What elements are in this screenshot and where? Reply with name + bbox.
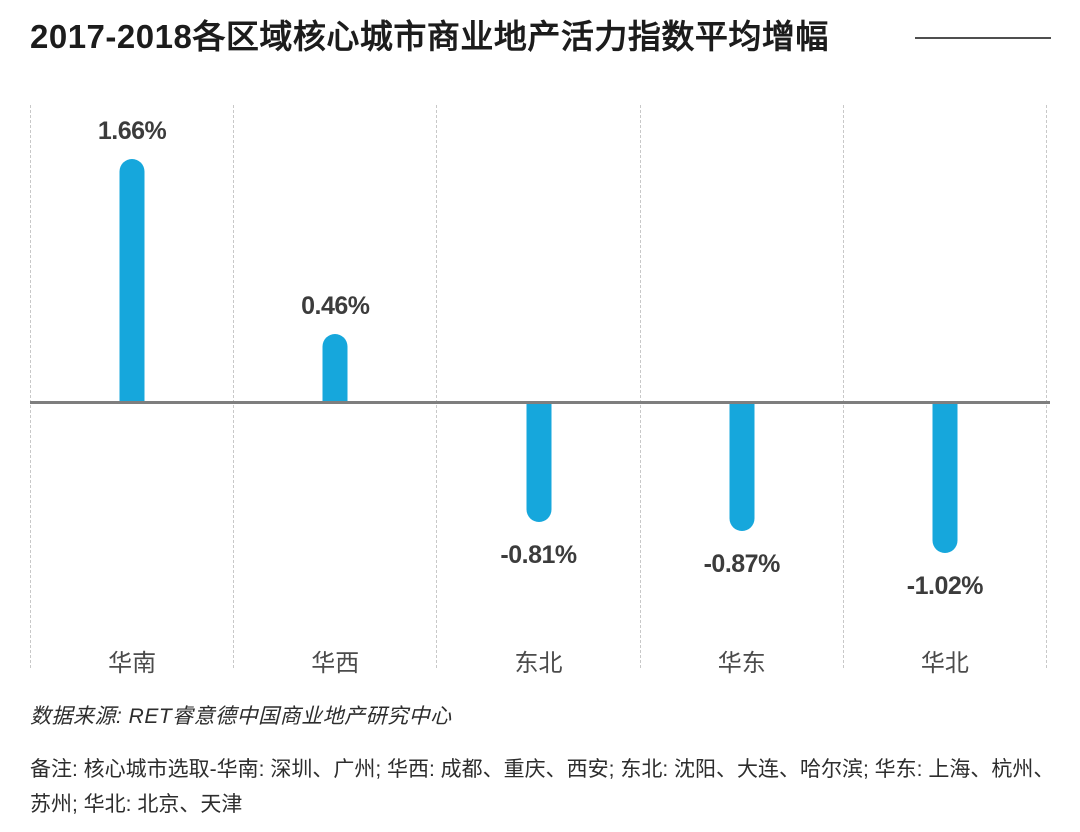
value-label: -0.81%	[500, 541, 577, 569]
zero-axis-line	[30, 401, 1050, 404]
value-label: 0.46%	[301, 292, 370, 320]
category-label: 华东	[717, 650, 766, 677]
category-label: 华北	[920, 650, 969, 677]
bar-华东	[729, 404, 755, 531]
value-label: -1.02%	[906, 572, 984, 600]
category-label: 华南	[108, 650, 157, 677]
bar-东北	[526, 404, 551, 522]
chart-column-华东: -0.87% 华东	[639, 105, 843, 677]
value-label: -0.87%	[703, 550, 781, 578]
category-label: 华西	[311, 650, 360, 677]
chart-column-东北: -0.81% 东北	[436, 105, 639, 677]
title-decorative-line	[915, 37, 1051, 39]
footnote-text: 备注: 核心城市选取-华南: 深圳、广州; 华西: 成都、重庆、西安; 东北: …	[30, 758, 1055, 816]
bar-华南	[119, 159, 145, 401]
bar-chart: 1.66% 华南 0.46% 华西 -0.81% 东北 -0.87% 华东 -1.02% 华北	[30, 105, 1050, 677]
chart-column-华南: 1.66% 华南	[30, 105, 233, 677]
data-source-text: 数据来源: RET睿意德中国商业地产研究中心	[30, 705, 452, 728]
page-title: 2017-2018各区域核心城市商业地产活力指数平均增幅	[30, 18, 829, 55]
chart-column-华北: -1.02% 华北	[842, 105, 1046, 677]
chart-column-华西: 0.46% 华西	[233, 105, 436, 677]
category-label: 东北	[514, 650, 563, 677]
bar-华北	[932, 404, 958, 553]
bar-华西	[322, 334, 348, 401]
value-label: 1.66%	[97, 117, 167, 145]
